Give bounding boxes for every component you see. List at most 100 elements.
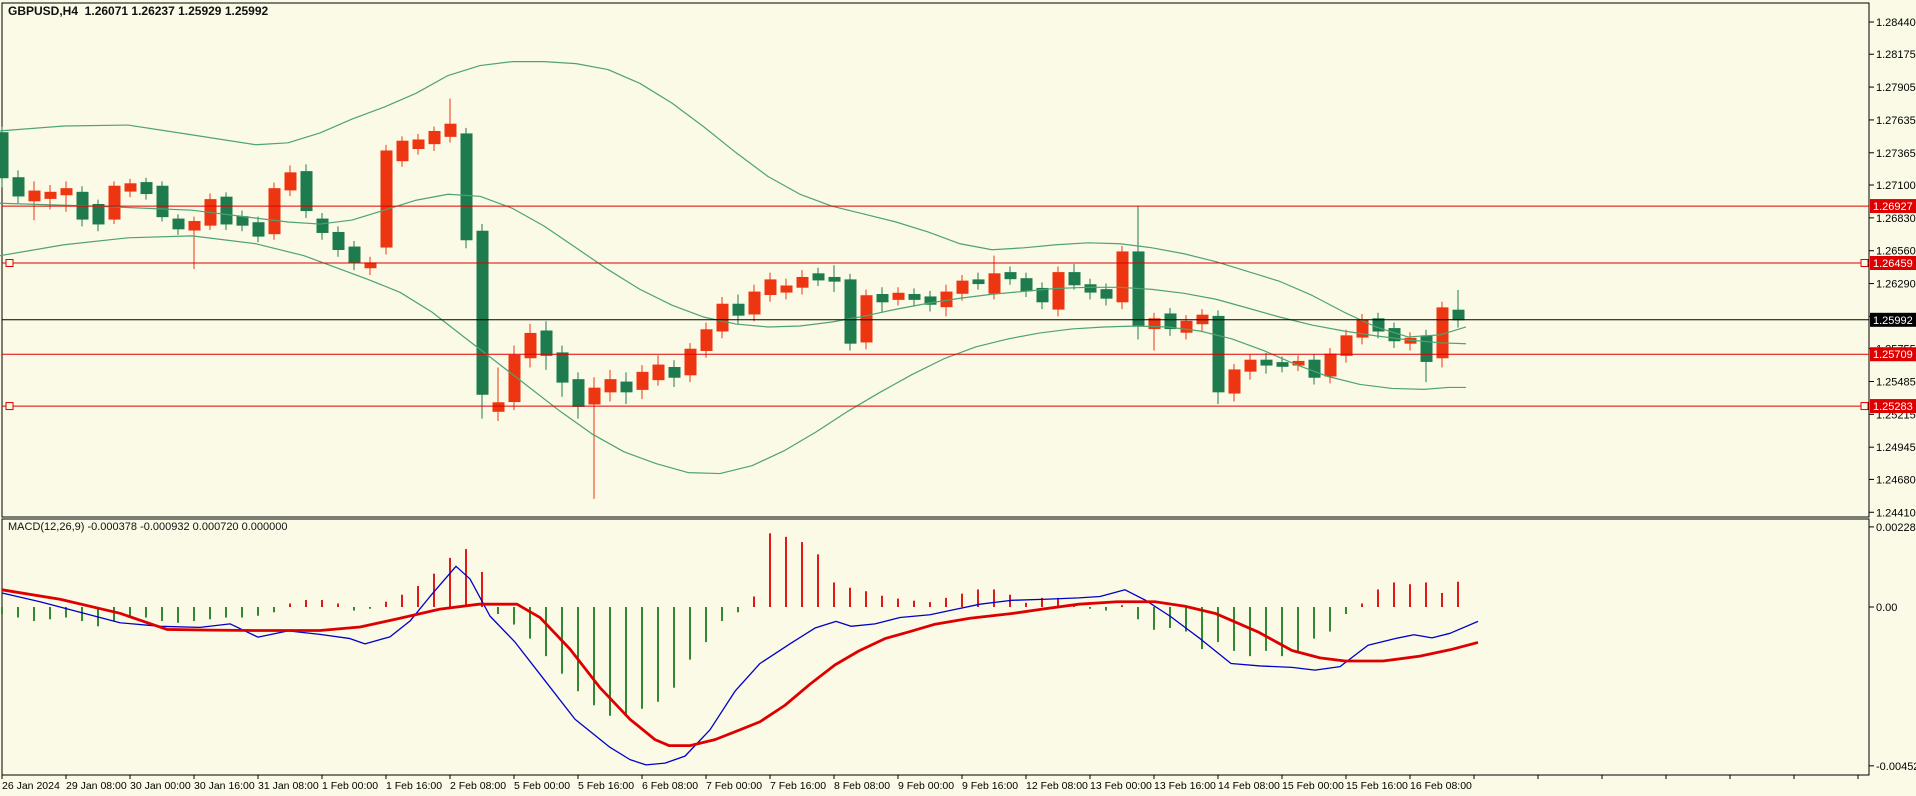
candle-bull <box>1340 335 1353 356</box>
price-badge-label: 1.25992 <box>1873 315 1913 327</box>
candle-bear <box>828 276 841 282</box>
macd-axis-label: 0.00 <box>1876 602 1897 614</box>
candle-bull <box>28 190 41 202</box>
candle-bear <box>620 381 633 393</box>
candle-bull <box>44 191 57 199</box>
line-drag-handle[interactable] <box>1860 258 1869 267</box>
candle-bear <box>1308 359 1321 378</box>
candle-bull <box>108 185 121 220</box>
candle-bear <box>924 296 937 305</box>
candle-bear <box>1452 309 1465 321</box>
price-axis-label: 1.24680 <box>1876 474 1916 486</box>
price-axis-label: 1.26290 <box>1876 279 1916 291</box>
candle-bull <box>748 291 761 315</box>
candle-bull <box>1052 272 1065 310</box>
candle-bear <box>908 294 921 300</box>
time-axis-label: 12 Feb 08:00 <box>1026 780 1088 792</box>
price-badge-label: 1.25283 <box>1873 401 1913 413</box>
candle-bear <box>0 132 9 179</box>
time-axis-label: 5 Feb 16:00 <box>578 780 634 792</box>
candle-bull <box>780 285 793 293</box>
horizontal-price-line-1.26459[interactable] <box>2 258 1869 267</box>
candle-bear <box>140 182 153 195</box>
candle-bull <box>1180 320 1193 333</box>
candle-bull <box>60 188 73 196</box>
time-axis-label: 7 Feb 16:00 <box>770 780 826 792</box>
candle-bull <box>1324 353 1337 377</box>
price-pane-border <box>1 2 1870 518</box>
price-badge <box>1870 312 1916 327</box>
time-axis-label: 6 Feb 08:00 <box>642 780 698 792</box>
candle-bear <box>460 133 473 241</box>
candle-bear <box>252 222 265 237</box>
price-badge <box>1870 347 1916 362</box>
line-drag-handle[interactable] <box>5 258 14 267</box>
candle-bull <box>188 221 201 231</box>
candle-bear <box>1020 278 1033 292</box>
candle-bear <box>92 203 105 225</box>
candle-bear <box>668 366 681 378</box>
candle-bear <box>348 246 361 264</box>
candle-bear <box>556 352 569 383</box>
candle-bear <box>12 177 25 197</box>
candle-bear <box>972 279 985 285</box>
time-axis-label: 2 Feb 08:00 <box>450 780 506 792</box>
price-axis-label: 1.26560 <box>1876 246 1916 258</box>
price-axis-label: 1.24945 <box>1876 442 1916 454</box>
time-axis-label: 13 Feb 00:00 <box>1090 780 1152 792</box>
candle-bear <box>812 273 825 281</box>
time-axis-label: 30 Jan 16:00 <box>194 780 255 792</box>
time-axis-label: 29 Jan 08:00 <box>66 780 127 792</box>
candle-bull <box>956 280 969 294</box>
candle-bear <box>1036 287 1049 303</box>
line-drag-handle[interactable] <box>1860 402 1869 411</box>
candle-bull <box>1244 359 1257 372</box>
candle-bull <box>588 387 601 405</box>
line-drag-handle[interactable] <box>5 402 14 411</box>
bollinger-lower-line <box>0 235 1466 475</box>
candle-bull <box>396 140 409 162</box>
price-badge <box>1870 199 1916 214</box>
candle-bull <box>412 139 425 150</box>
price-axis-label: 1.26830 <box>1876 213 1916 225</box>
time-axis-label: 1 Feb 00:00 <box>322 780 378 792</box>
price-axis-label: 1.27635 <box>1876 115 1916 127</box>
candle-bear <box>1276 362 1289 367</box>
time-axis-label: 14 Feb 08:00 <box>1218 780 1280 792</box>
price-axis-label: 1.27365 <box>1876 148 1916 160</box>
candle-bull <box>508 354 521 403</box>
time-axis-label: 9 Feb 16:00 <box>962 780 1018 792</box>
macd-signal-line <box>1 588 1479 747</box>
price-axis-label: 1.28440 <box>1876 17 1916 29</box>
candle-bear <box>844 279 857 344</box>
candle-bull <box>700 329 713 351</box>
price-badge <box>1870 255 1916 270</box>
time-axis-label: 5 Feb 00:00 <box>514 780 570 792</box>
candle-bear <box>1084 284 1097 293</box>
horizontal-price-line-1.25283[interactable] <box>2 402 1869 411</box>
time-axis-label: 1 Feb 16:00 <box>386 780 442 792</box>
time-axis-label: 26 Jan 2024 <box>2 780 60 792</box>
candle-bear <box>540 330 553 356</box>
candle-bear <box>316 218 329 233</box>
candle-bear <box>1420 335 1433 362</box>
price-axis-label: 1.24410 <box>1876 507 1916 519</box>
candle-bear <box>876 294 889 303</box>
macd-pane-border <box>1 518 1870 776</box>
bollinger-upper-line <box>0 61 1467 338</box>
candle-bull <box>268 188 281 235</box>
candle-bull <box>652 364 665 381</box>
macd-axis-label: 0.002283 <box>1876 522 1916 534</box>
candle-bear <box>572 379 585 407</box>
candle-bull <box>1116 251 1129 303</box>
candle-bear <box>1100 289 1113 299</box>
candle-bull <box>1228 369 1241 394</box>
candle-bear <box>300 171 313 212</box>
candle-bull <box>444 123 457 137</box>
price-axis-label: 1.28175 <box>1876 49 1916 61</box>
time-axis-label: 8 Feb 08:00 <box>834 780 890 792</box>
candle-bear <box>476 230 489 395</box>
